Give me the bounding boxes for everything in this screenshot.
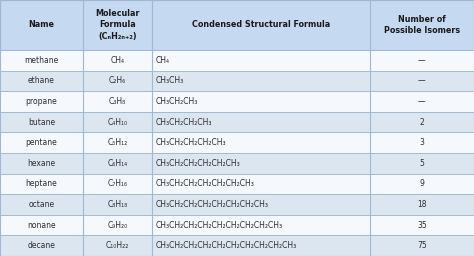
Text: C₇H₁₆: C₇H₁₆ <box>107 179 128 188</box>
Bar <box>0 236 474 256</box>
Text: —: — <box>418 56 426 65</box>
Text: —: — <box>418 97 426 106</box>
Text: methane: methane <box>24 56 59 65</box>
Text: C₉H₂₀: C₉H₂₀ <box>107 221 128 230</box>
Text: CH₃CH₃: CH₃CH₃ <box>155 76 184 85</box>
Bar <box>0 112 474 132</box>
Bar <box>0 174 474 194</box>
Text: ethane: ethane <box>28 76 55 85</box>
Text: CH₃CH₂CH₂CH₂CH₂CH₂CH₂CH₃: CH₃CH₂CH₂CH₂CH₂CH₂CH₂CH₃ <box>155 200 268 209</box>
Text: CH₃CH₂CH₂CH₃: CH₃CH₂CH₂CH₃ <box>155 118 212 126</box>
Text: Name: Name <box>28 20 55 29</box>
Text: nonane: nonane <box>27 221 56 230</box>
Bar <box>0 50 474 71</box>
Text: 2: 2 <box>419 118 424 126</box>
Text: C₃H₈: C₃H₈ <box>109 97 126 106</box>
Text: 35: 35 <box>417 221 427 230</box>
Text: 3: 3 <box>419 138 424 147</box>
Text: Molecular
Formula
(CₙH₂ₙ₊₂): Molecular Formula (CₙH₂ₙ₊₂) <box>95 9 139 41</box>
Text: propane: propane <box>26 97 57 106</box>
Text: C₅H₁₂: C₅H₁₂ <box>107 138 128 147</box>
Bar <box>0 132 474 153</box>
Text: hexane: hexane <box>27 159 55 168</box>
Text: heptane: heptane <box>26 179 57 188</box>
Text: CH₄: CH₄ <box>110 56 124 65</box>
Bar <box>0 91 474 112</box>
Text: CH₃CH₂CH₂CH₂CH₂CH₂CH₃: CH₃CH₂CH₂CH₂CH₂CH₂CH₃ <box>155 179 255 188</box>
Text: C₄H₁₀: C₄H₁₀ <box>107 118 128 126</box>
Text: CH₃CH₂CH₂CH₂CH₂CH₂CH₂CH₂CH₃: CH₃CH₂CH₂CH₂CH₂CH₂CH₂CH₂CH₃ <box>155 221 283 230</box>
Bar <box>0 0 474 50</box>
Text: C₂H₆: C₂H₆ <box>109 76 126 85</box>
Text: 9: 9 <box>419 179 424 188</box>
Bar <box>0 153 474 174</box>
Text: 18: 18 <box>417 200 427 209</box>
Text: —: — <box>418 76 426 85</box>
Text: pentane: pentane <box>26 138 57 147</box>
Text: C₆H₁₄: C₆H₁₄ <box>107 159 128 168</box>
Text: decane: decane <box>27 241 55 250</box>
Text: 75: 75 <box>417 241 427 250</box>
Text: octane: octane <box>28 200 55 209</box>
Text: CH₄: CH₄ <box>155 56 170 65</box>
Text: Number of
Possible Isomers: Number of Possible Isomers <box>384 15 460 35</box>
Text: Condensed Structural Formula: Condensed Structural Formula <box>191 20 330 29</box>
Bar <box>0 194 474 215</box>
Text: C₁₀H₂₂: C₁₀H₂₂ <box>106 241 129 250</box>
Text: CH₃CH₂CH₂CH₂CH₂CH₃: CH₃CH₂CH₂CH₂CH₂CH₃ <box>155 159 240 168</box>
Text: 5: 5 <box>419 159 424 168</box>
Text: butane: butane <box>28 118 55 126</box>
Text: CH₃CH₂CH₂CH₂CH₃: CH₃CH₂CH₂CH₂CH₃ <box>155 138 226 147</box>
Text: CH₃CH₂CH₃: CH₃CH₂CH₃ <box>155 97 198 106</box>
Bar <box>0 215 474 236</box>
Text: C₈H₁₈: C₈H₁₈ <box>107 200 128 209</box>
Bar <box>0 71 474 91</box>
Text: CH₃CH₂CH₂CH₂CH₂CH₂CH₂CH₂CH₂CH₃: CH₃CH₂CH₂CH₂CH₂CH₂CH₂CH₂CH₂CH₃ <box>155 241 297 250</box>
